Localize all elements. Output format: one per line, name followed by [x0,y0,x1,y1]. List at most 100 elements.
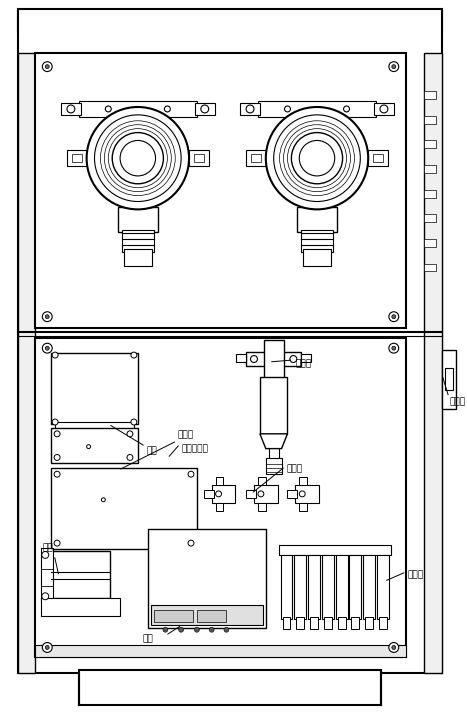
Text: 电路板: 电路板 [177,431,193,440]
Bar [51,468,197,549]
Bar [283,617,290,629]
Circle shape [87,445,91,449]
Bar [425,53,442,673]
Circle shape [392,646,396,649]
Bar [294,555,306,619]
Circle shape [104,125,171,192]
Bar [279,545,391,555]
Circle shape [127,431,133,437]
Bar [195,103,215,115]
Circle shape [45,65,49,68]
Circle shape [299,491,305,497]
Bar [204,490,213,498]
Bar [299,503,307,510]
Bar [338,617,346,629]
Bar [352,617,359,629]
Circle shape [280,121,354,196]
Text: 滤水器: 滤水器 [295,359,311,369]
Bar [299,477,307,485]
Circle shape [52,352,58,358]
Bar [240,103,260,115]
Circle shape [164,106,170,112]
Bar [51,428,138,464]
Bar [379,617,387,629]
Circle shape [108,129,167,188]
Bar [67,150,87,166]
Circle shape [112,132,163,184]
Circle shape [131,419,137,425]
Circle shape [42,552,49,559]
Bar [377,555,389,619]
Bar [254,485,277,503]
Bar [151,605,263,625]
Text: 电磁阀: 电磁阀 [408,570,424,579]
Circle shape [54,540,60,546]
Bar [216,503,224,510]
Bar [442,350,456,409]
Circle shape [52,419,58,425]
Circle shape [250,356,257,362]
Circle shape [120,140,156,176]
Bar [425,215,436,222]
Circle shape [288,129,347,188]
Bar [288,490,297,498]
Bar [194,154,204,162]
Circle shape [188,540,194,546]
Bar [258,101,376,117]
Circle shape [392,65,396,68]
Polygon shape [260,434,288,449]
Circle shape [87,107,189,210]
Circle shape [45,646,49,649]
Bar [216,477,224,485]
Bar [246,352,301,366]
Circle shape [380,105,388,113]
Bar [322,555,334,619]
Bar [269,446,279,460]
Bar [236,354,246,362]
Bar [61,103,81,115]
Circle shape [216,491,221,497]
Bar [281,555,292,619]
Bar [324,617,332,629]
Bar [35,646,406,657]
Bar [258,503,266,510]
Bar [197,610,226,622]
Bar [251,154,261,162]
Bar [42,598,120,616]
Bar [425,239,436,247]
Bar [308,555,320,619]
Bar [301,354,311,362]
Bar [35,53,406,328]
Circle shape [94,115,181,202]
Circle shape [127,454,133,460]
Bar [301,230,333,252]
Bar [365,617,373,629]
Circle shape [299,140,335,176]
Circle shape [389,343,399,353]
Circle shape [246,105,254,113]
Bar [55,422,134,444]
Bar [303,248,331,266]
Circle shape [266,107,368,210]
Circle shape [54,472,60,477]
Text: 转二转接管: 转二转接管 [181,444,208,453]
Circle shape [42,312,52,322]
Bar [79,101,197,117]
Circle shape [54,431,60,437]
Circle shape [392,346,396,350]
Circle shape [131,352,137,358]
Bar [297,207,337,232]
Circle shape [100,121,175,196]
Bar [148,529,266,628]
Bar [425,165,436,173]
Circle shape [45,346,49,350]
Bar [425,116,436,124]
Bar [122,230,154,252]
Bar [154,610,193,622]
Bar [368,150,388,166]
Bar [260,377,288,434]
Bar [258,477,266,485]
Bar [295,485,319,503]
Circle shape [291,132,343,184]
Circle shape [224,627,229,632]
